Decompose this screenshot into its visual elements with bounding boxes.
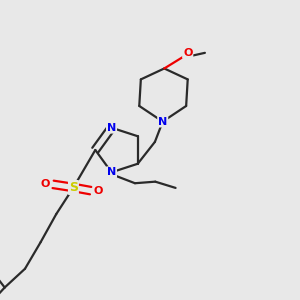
Text: O: O	[94, 186, 103, 196]
Text: O: O	[40, 179, 50, 189]
Text: S: S	[69, 181, 78, 194]
Text: O: O	[183, 48, 192, 58]
Text: N: N	[158, 117, 167, 127]
Text: N: N	[107, 167, 116, 177]
Text: N: N	[107, 123, 116, 133]
